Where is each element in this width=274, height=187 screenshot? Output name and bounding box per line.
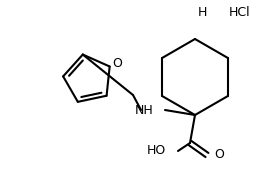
Text: HO: HO xyxy=(147,145,166,157)
Text: O: O xyxy=(113,56,122,70)
Text: H: H xyxy=(198,5,207,19)
Text: NH: NH xyxy=(134,103,153,117)
Text: HCl: HCl xyxy=(229,5,251,19)
Text: O: O xyxy=(214,148,224,162)
